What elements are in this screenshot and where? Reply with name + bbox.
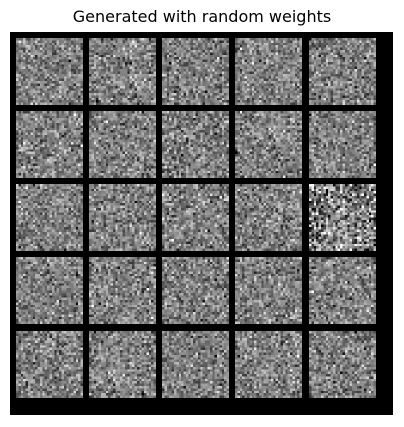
- generated-image-tile: [162, 38, 229, 105]
- generated-image-tile: [309, 111, 376, 178]
- figure-title: Generated with random weights: [72, 7, 332, 26]
- generated-image-tile: [16, 38, 83, 105]
- generated-image-tile: [89, 38, 156, 105]
- generated-image-tile: [16, 257, 83, 324]
- generated-image-tile: [309, 257, 376, 324]
- generated-image-tile: [235, 331, 302, 398]
- generated-image-tile: [89, 184, 156, 251]
- generated-image-tile: [235, 184, 302, 251]
- generated-image-tile: [235, 257, 302, 324]
- generated-image-tile: [16, 331, 83, 398]
- generated-image-tile: [89, 111, 156, 178]
- generated-image-tile: [235, 111, 302, 178]
- generated-image-tile: [162, 184, 229, 251]
- generated-image-tile: [235, 38, 302, 105]
- generated-image-tile: [89, 331, 156, 398]
- generated-image-grid: [10, 32, 393, 415]
- generated-image-tile: [309, 331, 376, 398]
- generated-image-tile: [162, 331, 229, 398]
- generated-image-tile: [89, 257, 156, 324]
- generated-image-tile: [309, 38, 376, 105]
- generated-image-tile: [162, 111, 229, 178]
- generated-image-tile: [309, 184, 376, 251]
- generated-image-tile: [16, 184, 83, 251]
- generated-image-tile: [162, 257, 229, 324]
- generated-image-tile: [16, 111, 83, 178]
